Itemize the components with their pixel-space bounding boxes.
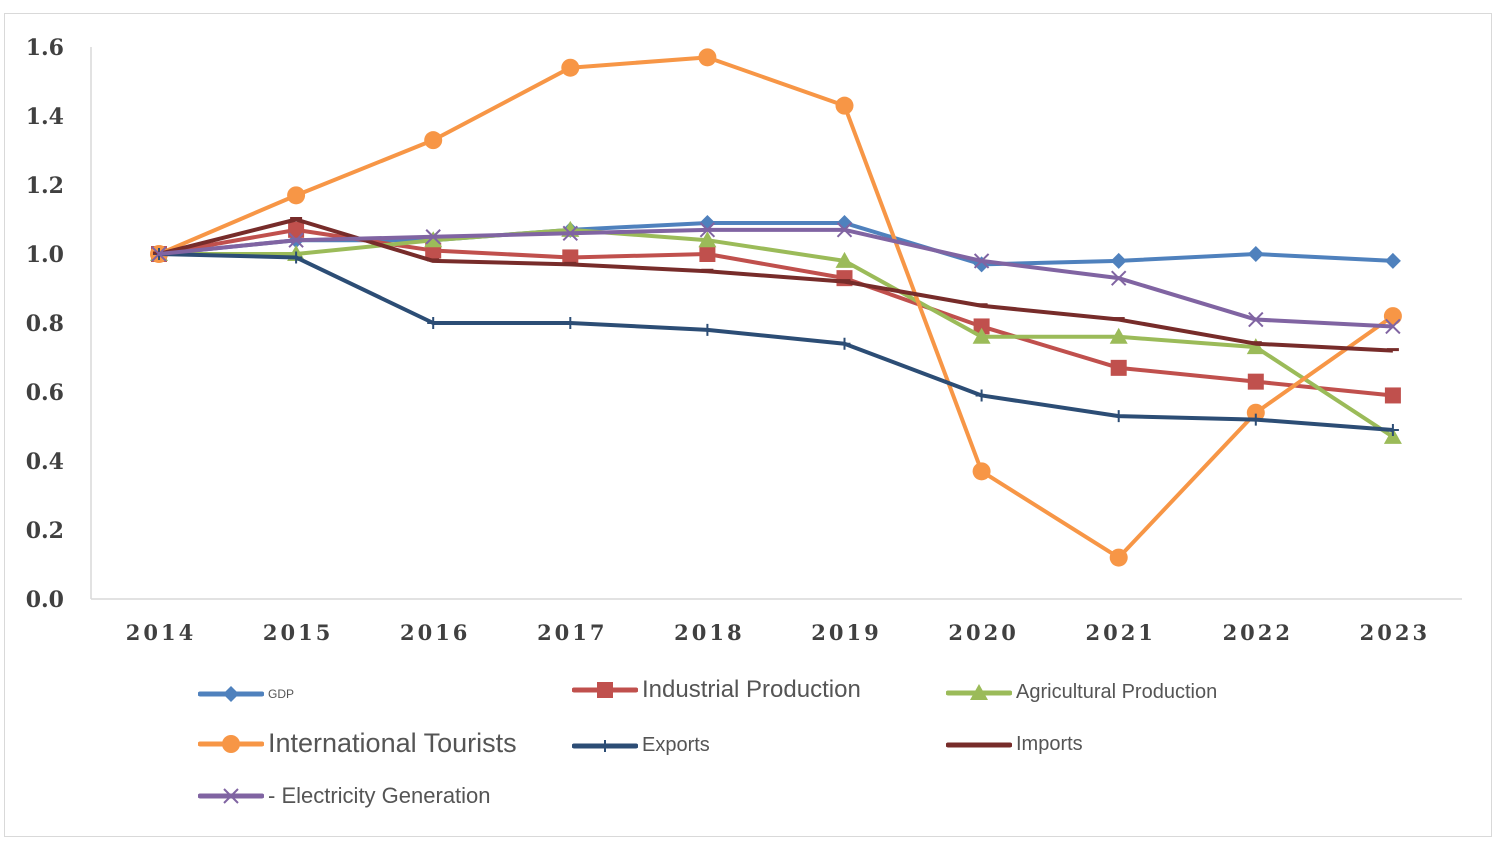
- data-point: [972, 327, 991, 344]
- legend-swatch-icon: [946, 742, 1012, 747]
- data-point: [1248, 311, 1264, 328]
- data-point: [1110, 359, 1127, 376]
- legend-swatch-icon: [572, 739, 638, 752]
- data-point: [425, 229, 441, 245]
- series-line: [159, 227, 1394, 439]
- data-point: [1110, 252, 1127, 269]
- legend-swatch-icon: [198, 734, 264, 753]
- data-point: [561, 58, 580, 77]
- x-tick-label: 2016: [400, 620, 470, 645]
- legend-marker: [970, 683, 988, 700]
- series-gdp: [151, 214, 1401, 273]
- legend-label: - Electricity Generation: [268, 782, 491, 808]
- x-tick-label: 2020: [948, 620, 1018, 645]
- data-point: [1385, 318, 1401, 335]
- y-tick-label: 1.6: [26, 35, 64, 61]
- x-tick-label: 2017: [537, 620, 607, 645]
- y-tick-label: 1.2: [26, 173, 64, 199]
- legend-item: Exports: [572, 734, 710, 757]
- data-point: [835, 251, 854, 268]
- data-point: [1112, 410, 1125, 423]
- data-point: [835, 96, 854, 115]
- data-point: [288, 221, 305, 238]
- data-point: [1110, 270, 1127, 286]
- legend-item: GDP: [198, 684, 294, 704]
- data-point: [973, 318, 990, 335]
- data-point: [288, 232, 304, 248]
- y-tick-label: 0.8: [26, 311, 64, 337]
- legend-item: Agricultural Production: [946, 681, 1217, 704]
- data-point: [290, 251, 303, 264]
- legend-marker: [223, 787, 239, 804]
- data-point: [1384, 387, 1401, 404]
- legend-label: International Tourists: [268, 728, 517, 759]
- data-point: [1249, 413, 1262, 426]
- legend-label: GDP: [268, 687, 295, 702]
- x-tick-label: 2021: [1085, 620, 1155, 645]
- legend-item: - Electricity Generation: [198, 783, 491, 809]
- legend-swatch-icon: [198, 686, 264, 703]
- data-point: [973, 253, 990, 269]
- series-line: [158, 252, 1394, 432]
- x-tick-label: 2015: [263, 620, 333, 645]
- legend-marker: [223, 686, 239, 703]
- legend-item: Industrial Production: [572, 676, 861, 704]
- legend-swatch-icon: [946, 683, 1012, 700]
- data-point: [1384, 252, 1401, 269]
- data-point: [701, 323, 714, 336]
- data-point: [698, 48, 717, 67]
- legend-marker: [597, 682, 613, 699]
- legend-label: Exports: [642, 734, 710, 756]
- legend-label: Industrial Production: [642, 676, 861, 704]
- y-tick-label: 0.4: [26, 449, 64, 475]
- data-point: [1247, 246, 1264, 262]
- data-point: [972, 462, 991, 481]
- legend-item: Imports: [946, 733, 1083, 756]
- data-point: [564, 317, 577, 329]
- data-point: [1109, 548, 1128, 567]
- legend-label: Agricultural Production: [1016, 681, 1218, 703]
- data-point: [287, 186, 306, 205]
- y-tick-label: 1.0: [26, 242, 64, 268]
- legend-swatch-icon: [572, 682, 638, 699]
- legend-item: International Tourists: [198, 728, 517, 759]
- data-point: [1109, 327, 1128, 344]
- x-tick-label: 2022: [1223, 620, 1293, 645]
- data-point: [699, 222, 716, 238]
- series-line: [158, 227, 1394, 329]
- x-tick-label: 2014: [126, 620, 196, 645]
- data-point: [699, 246, 716, 262]
- legend-marker: [222, 734, 240, 753]
- legend-swatch-icon: [198, 787, 264, 804]
- data-point: [1247, 373, 1264, 390]
- y-tick-label: 0.0: [26, 587, 64, 613]
- data-point: [1386, 423, 1399, 436]
- x-tick-label: 2019: [811, 620, 881, 645]
- data-point: [1383, 307, 1402, 326]
- data-point: [424, 231, 443, 248]
- legend-marker: [599, 739, 611, 752]
- data-point: [975, 389, 988, 402]
- x-tick-label: 2018: [674, 620, 744, 645]
- data-point: [562, 225, 579, 242]
- data-point: [424, 131, 443, 150]
- data-point: [836, 222, 853, 238]
- data-point: [151, 246, 167, 262]
- legend-label: Imports: [1016, 733, 1083, 755]
- y-tick-label: 1.4: [26, 104, 64, 130]
- chart-frame: [4, 13, 1492, 837]
- data-point: [562, 249, 579, 266]
- data-point: [427, 317, 440, 329]
- data-point: [698, 231, 717, 248]
- series-line: [158, 55, 1395, 560]
- x-tick-label: 2023: [1360, 620, 1430, 645]
- data-point: [838, 337, 851, 350]
- y-tick-label: 0.2: [26, 518, 64, 544]
- series-electricity-generation: [151, 222, 1401, 335]
- data-point: [1246, 403, 1265, 422]
- y-tick-label: 0.6: [26, 380, 64, 406]
- data-point: [1246, 338, 1265, 355]
